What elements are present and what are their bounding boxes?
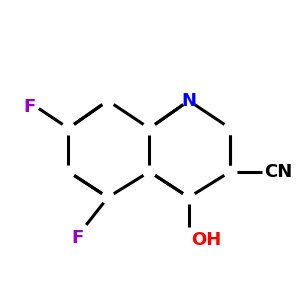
Text: OH: OH	[191, 231, 221, 249]
Text: CN: CN	[264, 163, 292, 181]
Text: N: N	[181, 92, 196, 110]
Text: F: F	[71, 229, 83, 247]
Text: F: F	[24, 98, 36, 116]
